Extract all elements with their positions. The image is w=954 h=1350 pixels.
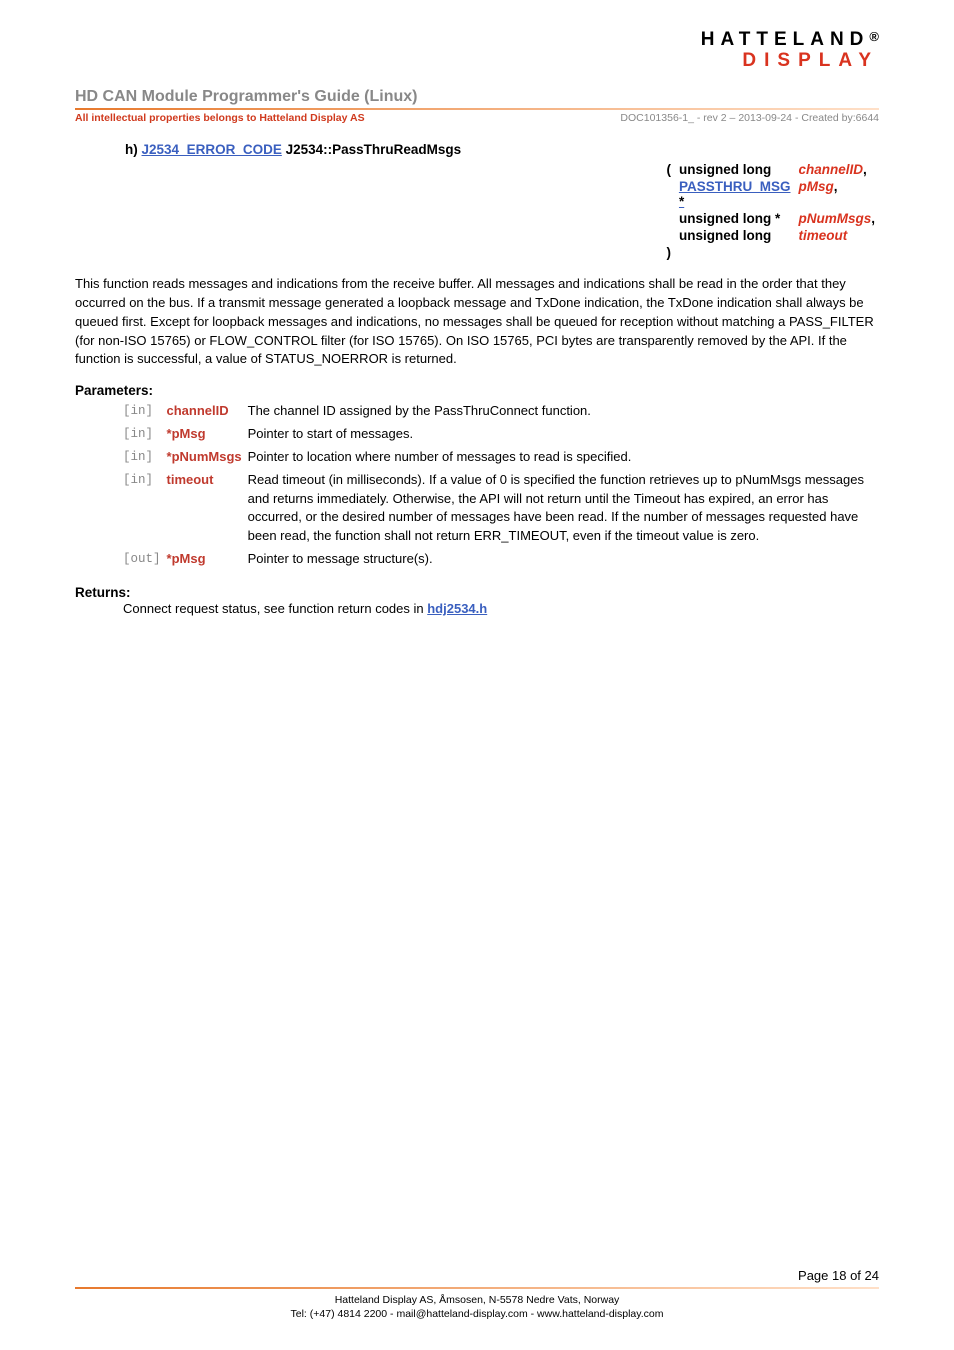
param-row: [out]*pMsgPointer to message structure(s… [123, 548, 879, 571]
paren-cell [662, 210, 675, 227]
param-name: *pMsg [167, 548, 248, 571]
bullet: h) [125, 142, 138, 157]
sig-arg-row: PASSTHRU_MSG*pMsg, [662, 178, 879, 210]
param-direction: [in] [123, 400, 167, 423]
returns-text: Connect request status, see function ret… [123, 600, 879, 619]
sig-arg-row: unsigned longtimeout [662, 227, 879, 244]
param-direction: [in] [123, 423, 167, 446]
param-direction: [in] [123, 446, 167, 469]
param-direction: [out] [123, 548, 167, 571]
brand-logo: HATTELAND® DISPLAY [701, 30, 879, 70]
page-header: HD CAN Module Programmer's Guide (Linux)… [75, 88, 879, 124]
paren-cell [662, 227, 675, 244]
doc-meta: DOC101356-1_ - rev 2 – 2013-09-24 - Crea… [620, 112, 879, 124]
paren-cell [662, 178, 675, 210]
param-desc: Pointer to message structure(s). [248, 548, 879, 571]
arg-type: unsigned long [675, 161, 795, 178]
param-direction: [in] [123, 469, 167, 548]
header-rule [75, 108, 879, 110]
footer-contact: Hatteland Display AS, Åmsosen, N-5578 Ne… [75, 1293, 879, 1322]
param-desc: Read timeout (in milliseconds). If a val… [248, 469, 879, 548]
copyright-text: All intellectual properties belongs to H… [75, 112, 365, 124]
param-name: *pMsg [167, 423, 248, 446]
function-signature: h) J2534_ERROR_CODE J2534::PassThruReadM… [125, 142, 879, 157]
param-row: [in]channelIDThe channel ID assigned by … [123, 400, 879, 423]
returns-heading: Returns: [75, 585, 879, 600]
param-desc: The channel ID assigned by the PassThruC… [248, 400, 879, 423]
logo-reg: ® [869, 29, 879, 44]
arg-name: channelID, [794, 161, 879, 178]
sig-close-row: ) [662, 244, 879, 261]
logo-text1: HATTELAND [701, 29, 870, 50]
page-footer: Page 18 of 24 Hatteland Display AS, Åmso… [75, 1268, 879, 1322]
function-description: This function reads messages and indicat… [75, 275, 879, 369]
param-row: [in]*pMsgPointer to start of messages. [123, 423, 879, 446]
arg-name: pNumMsgs, [794, 210, 879, 227]
param-name: timeout [167, 469, 248, 548]
param-row: [in]*pNumMsgsPointer to location where n… [123, 446, 879, 469]
sig-arg-row: unsigned long *pNumMsgs, [662, 210, 879, 227]
logo-line1: HATTELAND® [701, 30, 879, 49]
param-desc: Pointer to start of messages. [248, 423, 879, 446]
arg-type[interactable]: PASSTHRU_MSG* [675, 178, 795, 210]
arg-name: pMsg, [794, 178, 879, 210]
signature-args-table: (unsigned longchannelID,PASSTHRU_MSG*pMs… [662, 161, 879, 261]
param-row: [in]timeoutRead timeout (in milliseconds… [123, 469, 879, 548]
parameters-table: [in]channelIDThe channel ID assigned by … [123, 400, 879, 571]
doc-title: HD CAN Module Programmer's Guide (Linux) [75, 88, 879, 106]
footer-contact-line: Tel: (+47) 4814 2200 - mail@hatteland-di… [75, 1307, 879, 1322]
param-desc: Pointer to location where number of mess… [248, 446, 879, 469]
param-name: channelID [167, 400, 248, 423]
parameters-heading: Parameters: [75, 383, 879, 398]
paren-cell: ( [662, 161, 675, 178]
logo-line2: DISPLAY [701, 51, 879, 70]
header-subline: All intellectual properties belongs to H… [75, 112, 879, 124]
function-name: J2534::PassThruReadMsgs [286, 142, 462, 157]
param-name: *pNumMsgs [167, 446, 248, 469]
sig-arg-row: (unsigned longchannelID, [662, 161, 879, 178]
returns-prefix: Connect request status, see function ret… [123, 601, 427, 616]
arg-name: timeout [794, 227, 879, 244]
arg-type: unsigned long [675, 227, 795, 244]
page-number: Page 18 of 24 [75, 1268, 879, 1283]
close-paren: ) [662, 244, 675, 261]
footer-address: Hatteland Display AS, Åmsosen, N-5578 Ne… [75, 1293, 879, 1308]
function-section: h) J2534_ERROR_CODE J2534::PassThruReadM… [75, 142, 879, 261]
return-type-link[interactable]: J2534_ERROR_CODE [142, 142, 282, 157]
arg-type: unsigned long * [675, 210, 795, 227]
footer-rule [75, 1287, 879, 1289]
returns-link[interactable]: hdj2534.h [427, 601, 487, 616]
